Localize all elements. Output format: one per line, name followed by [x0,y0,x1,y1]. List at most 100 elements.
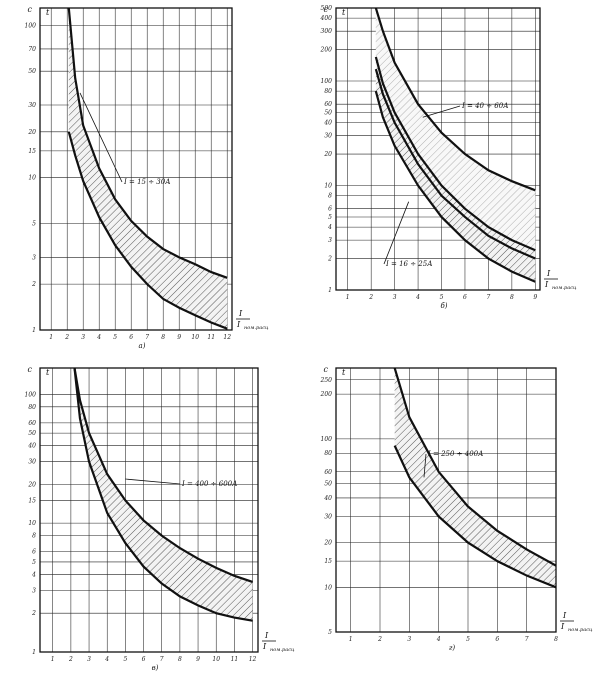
x-tick-label: 4 [96,334,101,341]
x-tick-label: 3 [81,334,85,341]
x-tick-label: 10 [212,656,220,663]
curve-lower [393,445,556,589]
chart-panel-b: 1 2 3 4 5 6 7 8 91234568102030405060801002003004… [320,5,577,310]
x-axis-label: I [238,309,243,318]
x-tick-label: 6 [129,334,133,341]
x-tick-label: 4 [104,656,109,663]
x-tick-label: 9 [196,656,200,663]
curve-middle_upper [374,56,536,252]
annotation-leader [422,105,461,118]
y-tick-label: 3 [32,254,36,261]
annotation-leader [383,201,410,265]
y-tick-label: 200 [320,391,333,398]
x-tick-label: 1 [51,656,55,663]
hatched-band [394,368,556,588]
y-tick-label: 30 [324,133,332,140]
y-tick-label: 5 [328,629,332,636]
annotation-leader [423,453,427,478]
y-axis-label: t [46,368,50,377]
y-tick-label: 500 [321,5,333,12]
y-tick-label: 50 [28,68,36,75]
x-tick-label: 12 [223,334,231,341]
annotation-label: I = 400 ÷ 600А [181,480,237,488]
y-tick-label: 4 [31,571,36,578]
annotation-label: I = 250 ÷ 400А [427,450,483,458]
y-tick-label: 100 [25,391,37,398]
curve-upper [374,8,536,192]
x-axis-denominator: I [262,642,267,651]
y-tick-label: 60 [324,101,332,108]
y-tick-label: 300 [321,28,333,35]
x-tick-label: 8 [510,294,514,301]
y-tick-label: 100 [321,78,333,85]
y-tick-label: 8 [32,533,36,540]
y-tick-label: 10 [28,175,36,182]
y-tick-label: 40 [323,495,332,502]
curve-upper [73,368,253,583]
y-tick-label: 15 [324,558,332,565]
x-tick-label: 7 [145,334,149,341]
x-tick-label: 3 [393,294,397,301]
y-axis-label: t [342,8,346,17]
x-tick-label: 1 [49,334,53,341]
y-tick-label: 1 [32,649,36,656]
x-tick-label: 11 [207,334,215,341]
x-tick-label: 6 [142,656,146,663]
x-tick-label: 9 [177,334,181,341]
y-tick-label: 80 [324,450,332,457]
panel-label: в) [152,664,159,672]
x-tick-label: 5 [466,636,470,643]
y-tick-label: 40 [27,443,36,450]
x-axis-subscript: ном.расц [270,647,295,653]
y-tick-label: 5 [32,559,36,566]
y-unit-label: c [28,365,33,374]
y-tick-label: 3 [328,237,332,244]
y-tick-label: 40 [323,120,332,127]
panel-label: г) [449,644,456,652]
y-tick-label: 80 [28,404,36,411]
x-tick-label: 1 [349,636,353,643]
x-axis-subscript: ном.расц [244,325,269,331]
annotation-leader [125,478,181,485]
y-axis-label: t [46,8,50,17]
y-tick-label: 10 [28,520,36,527]
y-tick-label: 30 [324,513,332,520]
y-tick-label: 2 [327,256,332,263]
y-tick-label: 70 [28,46,36,53]
curve-lower [73,368,253,622]
y-unit-label: c [324,365,329,374]
chart-panel-g: 1 2 3 4 5 6 7 8 5 10 15 20 30 40 50 60 80 100 200 250 c t II но… [320,365,593,652]
x-tick-label: 4 [415,294,420,301]
curve-middle_lower [374,68,536,260]
annotation-label: I = 15 ÷ 30А [123,178,171,186]
x-axis-subscript: ном.расц [552,285,577,291]
hatched-band [74,368,253,621]
x-tick-label: 1 [346,294,350,301]
x-axis-label: I [562,611,567,620]
y-tick-label: 100 [25,22,37,29]
y-tick-label: 1 [32,327,36,334]
plot-frame [335,367,557,633]
y-tick-label: 2 [31,610,36,617]
y-tick-label: 8 [328,193,332,200]
y-tick-label: 3 [32,588,36,595]
y-tick-label: 5 [328,214,332,221]
curve-upper [67,8,228,279]
x-axis-denominator: I [544,280,549,289]
y-tick-label: 20 [323,540,332,547]
x-tick-label: 4 [436,636,441,643]
x-axis-label: I [546,269,551,278]
curve-lower [374,90,536,283]
y-tick-label: 15 [28,148,36,155]
panel-label: а) [139,342,146,350]
y-tick-label: 6 [328,206,332,213]
y-unit-label: c [28,5,33,14]
x-tick-label: 6 [463,294,467,301]
y-tick-label: 6 [32,549,36,556]
x-tick-label: 5 [113,334,117,341]
y-tick-label: 80 [324,88,332,95]
x-tick-label: 2 [377,636,382,643]
plot-frame [335,7,541,291]
x-axis-denominator: I [236,320,241,329]
